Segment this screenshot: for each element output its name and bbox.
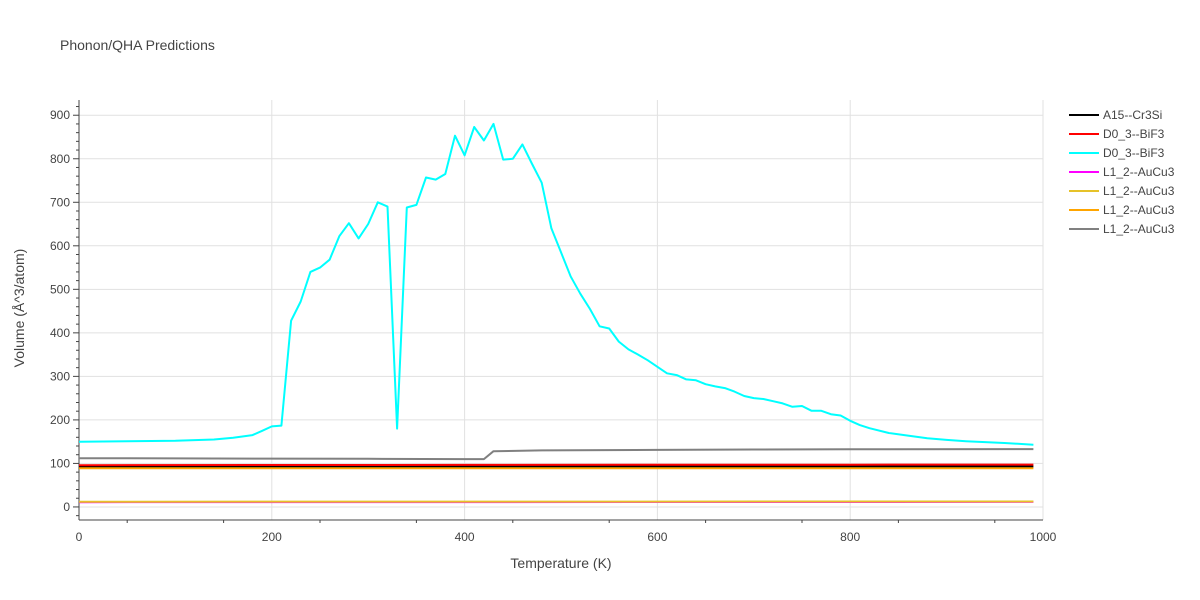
x-tick-label: 600 bbox=[647, 530, 667, 544]
grid bbox=[79, 100, 1044, 520]
y-axis-title: Volume (Å^3/atom) bbox=[11, 249, 27, 368]
legend-item-1[interactable]: D0_3--BiF3 bbox=[1069, 127, 1165, 141]
legend-item-4[interactable]: L1_2--AuCu3 bbox=[1069, 184, 1175, 198]
x-tick-label: 0 bbox=[76, 530, 83, 544]
x-axis-title: Temperature (K) bbox=[510, 555, 611, 571]
y-tick-label: 300 bbox=[50, 369, 70, 383]
legend-label: D0_3--BiF3 bbox=[1103, 127, 1165, 141]
legend-item-2[interactable]: D0_3--BiF3 bbox=[1069, 146, 1165, 160]
chart-title: Phonon/QHA Predictions bbox=[60, 37, 215, 53]
x-tick-label: 800 bbox=[840, 530, 860, 544]
y-tick-label: 500 bbox=[50, 282, 70, 296]
legend-item-0[interactable]: A15--Cr3Si bbox=[1069, 108, 1162, 122]
x-tick-label: 400 bbox=[455, 530, 475, 544]
legend-label: D0_3--BiF3 bbox=[1103, 146, 1165, 160]
y-tick-label: 100 bbox=[50, 456, 70, 470]
y-tick-label: 900 bbox=[50, 108, 70, 122]
series-line-2 bbox=[78, 122, 1034, 446]
legend[interactable]: A15--Cr3Si D0_3--BiF3 D0_3--BiF3 L1_2--AuCu… bbox=[1069, 108, 1175, 236]
legend-label: L1_2--AuCu3 bbox=[1103, 203, 1175, 217]
y-tick-label: 200 bbox=[50, 413, 70, 427]
x-tick-label: 1000 bbox=[1030, 530, 1057, 544]
series-layer bbox=[78, 122, 1034, 504]
legend-item-6[interactable]: L1_2--AuCu3 bbox=[1069, 222, 1175, 236]
series-line-1 bbox=[78, 463, 1034, 467]
x-tick-label: 200 bbox=[262, 530, 282, 544]
y-tick-label: 600 bbox=[50, 239, 70, 253]
legend-item-3[interactable]: L1_2--AuCu3 bbox=[1069, 165, 1175, 179]
legend-label: L1_2--AuCu3 bbox=[1103, 165, 1175, 179]
legend-item-5[interactable]: L1_2--AuCu3 bbox=[1069, 203, 1175, 217]
legend-label: L1_2--AuCu3 bbox=[1103, 222, 1175, 236]
series-line-6 bbox=[78, 448, 1034, 461]
y-tick-label: 800 bbox=[50, 152, 70, 166]
legend-label: L1_2--AuCu3 bbox=[1103, 184, 1175, 198]
legend-label: A15--Cr3Si bbox=[1103, 108, 1162, 122]
y-tick-label: 400 bbox=[50, 326, 70, 340]
y-tick-label: 700 bbox=[50, 195, 70, 209]
axes: 0 200 400 600 800 1000 0 100 200 300 400 500 600 700 8… bbox=[50, 100, 1057, 544]
y-tick-label: 0 bbox=[63, 500, 70, 514]
